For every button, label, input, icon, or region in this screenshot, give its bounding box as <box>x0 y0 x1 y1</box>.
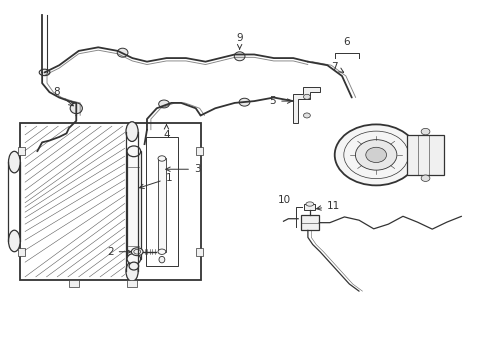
Ellipse shape <box>131 248 143 256</box>
Text: 7: 7 <box>331 62 343 72</box>
Text: 3: 3 <box>165 164 200 174</box>
Text: 1: 1 <box>139 173 172 189</box>
Bar <box>127 280 137 287</box>
Bar <box>195 248 203 256</box>
Circle shape <box>303 113 310 118</box>
Ellipse shape <box>234 52 244 61</box>
Ellipse shape <box>305 202 313 206</box>
Bar <box>300 215 319 230</box>
Ellipse shape <box>39 69 50 76</box>
Ellipse shape <box>158 156 165 161</box>
Text: 4: 4 <box>163 125 169 140</box>
Ellipse shape <box>420 129 429 135</box>
Ellipse shape <box>158 249 165 255</box>
Text: 9: 9 <box>236 33 243 49</box>
Text: 10: 10 <box>277 195 290 205</box>
Circle shape <box>355 140 396 170</box>
Ellipse shape <box>129 262 139 270</box>
Bar <box>69 280 79 287</box>
Polygon shape <box>293 87 320 123</box>
Circle shape <box>365 147 386 162</box>
Bar <box>18 248 25 256</box>
Circle shape <box>334 125 417 185</box>
Bar <box>304 204 315 211</box>
Text: 11: 11 <box>316 201 340 211</box>
Ellipse shape <box>159 256 164 263</box>
Text: 5: 5 <box>269 96 291 106</box>
Bar <box>18 147 25 155</box>
Ellipse shape <box>420 175 429 181</box>
Bar <box>20 123 200 280</box>
Bar <box>407 135 443 175</box>
Bar <box>158 158 165 252</box>
Ellipse shape <box>127 253 141 264</box>
Bar <box>146 137 177 266</box>
Ellipse shape <box>127 146 141 157</box>
Text: 2: 2 <box>107 247 131 257</box>
Ellipse shape <box>158 100 169 108</box>
Text: 8: 8 <box>53 87 73 106</box>
Bar <box>195 147 203 155</box>
Bar <box>127 151 141 259</box>
Circle shape <box>303 94 310 99</box>
Ellipse shape <box>70 103 82 114</box>
Ellipse shape <box>8 230 20 252</box>
Ellipse shape <box>117 48 128 57</box>
Ellipse shape <box>126 262 138 281</box>
Ellipse shape <box>8 151 20 173</box>
Ellipse shape <box>239 98 249 106</box>
Text: 6: 6 <box>343 37 349 47</box>
Ellipse shape <box>126 122 138 141</box>
